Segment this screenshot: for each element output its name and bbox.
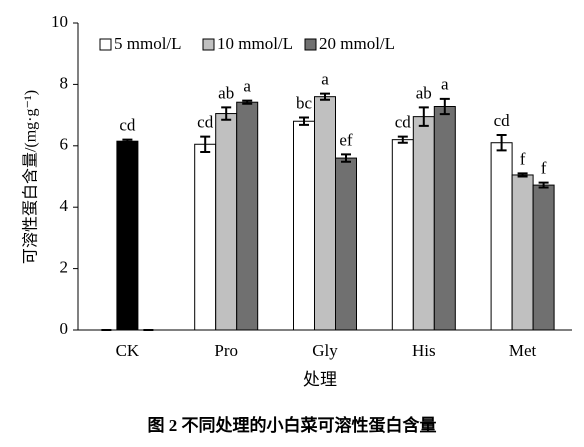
- chart-title: 图 2 不同处理的小白菜可溶性蛋白含量: [148, 415, 437, 435]
- legend-swatch: [202, 38, 215, 51]
- error-bar: [200, 135, 211, 153]
- bar: [293, 120, 315, 331]
- legend-label: 20 mmol/L: [319, 34, 395, 53]
- y-tick-label: 8: [60, 73, 69, 92]
- y-tick-label: 0: [60, 319, 69, 338]
- legend-swatch: [99, 38, 112, 51]
- bar: [490, 142, 513, 331]
- legend-swatch: [304, 38, 317, 51]
- bar: [433, 106, 456, 331]
- data-label: ef: [339, 130, 353, 149]
- data-label: a: [441, 75, 449, 94]
- legend-label: 10 mmol/L: [217, 34, 293, 53]
- data-label: cd: [197, 112, 214, 131]
- bar: [194, 143, 217, 331]
- error-bar: [341, 153, 351, 163]
- error-bar: [122, 138, 133, 144]
- y-tick-label: 2: [60, 258, 69, 277]
- error-bar: [418, 106, 429, 127]
- x-tick-label: CK: [116, 341, 140, 360]
- bar: [314, 96, 336, 331]
- error-bar: [299, 116, 309, 126]
- x-tick-label: His: [412, 341, 436, 360]
- x-tick-label: Pro: [214, 341, 238, 360]
- bar: [532, 184, 555, 331]
- error-bar: [538, 181, 549, 189]
- error-bar: [320, 92, 330, 101]
- error-bar: [439, 97, 450, 116]
- data-label: bc: [296, 93, 313, 112]
- data-label: ab: [416, 83, 432, 102]
- bar: [335, 157, 357, 331]
- data-label: a: [243, 77, 251, 96]
- error-bar: [242, 99, 253, 105]
- bar: [215, 113, 238, 331]
- x-tick-label: Gly: [312, 341, 338, 360]
- error-bar: [517, 172, 528, 178]
- bar: [412, 116, 435, 331]
- data-label: ab: [218, 83, 234, 102]
- error-bar: [221, 106, 232, 121]
- x-tick-label: Met: [509, 341, 537, 360]
- data-label: cd: [119, 116, 136, 135]
- bar: [391, 139, 414, 331]
- data-label: f: [541, 159, 547, 178]
- y-tick-label: 4: [60, 196, 69, 215]
- error-bar: [397, 135, 408, 144]
- data-label: cd: [494, 111, 511, 130]
- error-bar: [496, 134, 507, 152]
- data-label: a: [321, 70, 329, 89]
- bar: [116, 140, 139, 331]
- y-tick-label: 6: [60, 135, 69, 154]
- legend-label: 5 mmol/L: [114, 34, 182, 53]
- data-label: f: [520, 149, 526, 168]
- y-tick-label: 10: [51, 12, 68, 31]
- bar: [236, 101, 259, 331]
- y-axis-label: 可溶性蛋白含量/(mg·g⁻¹): [22, 90, 40, 264]
- data-label: cd: [395, 112, 412, 131]
- bar: [511, 174, 534, 331]
- x-axis-label: 处理: [303, 370, 337, 389]
